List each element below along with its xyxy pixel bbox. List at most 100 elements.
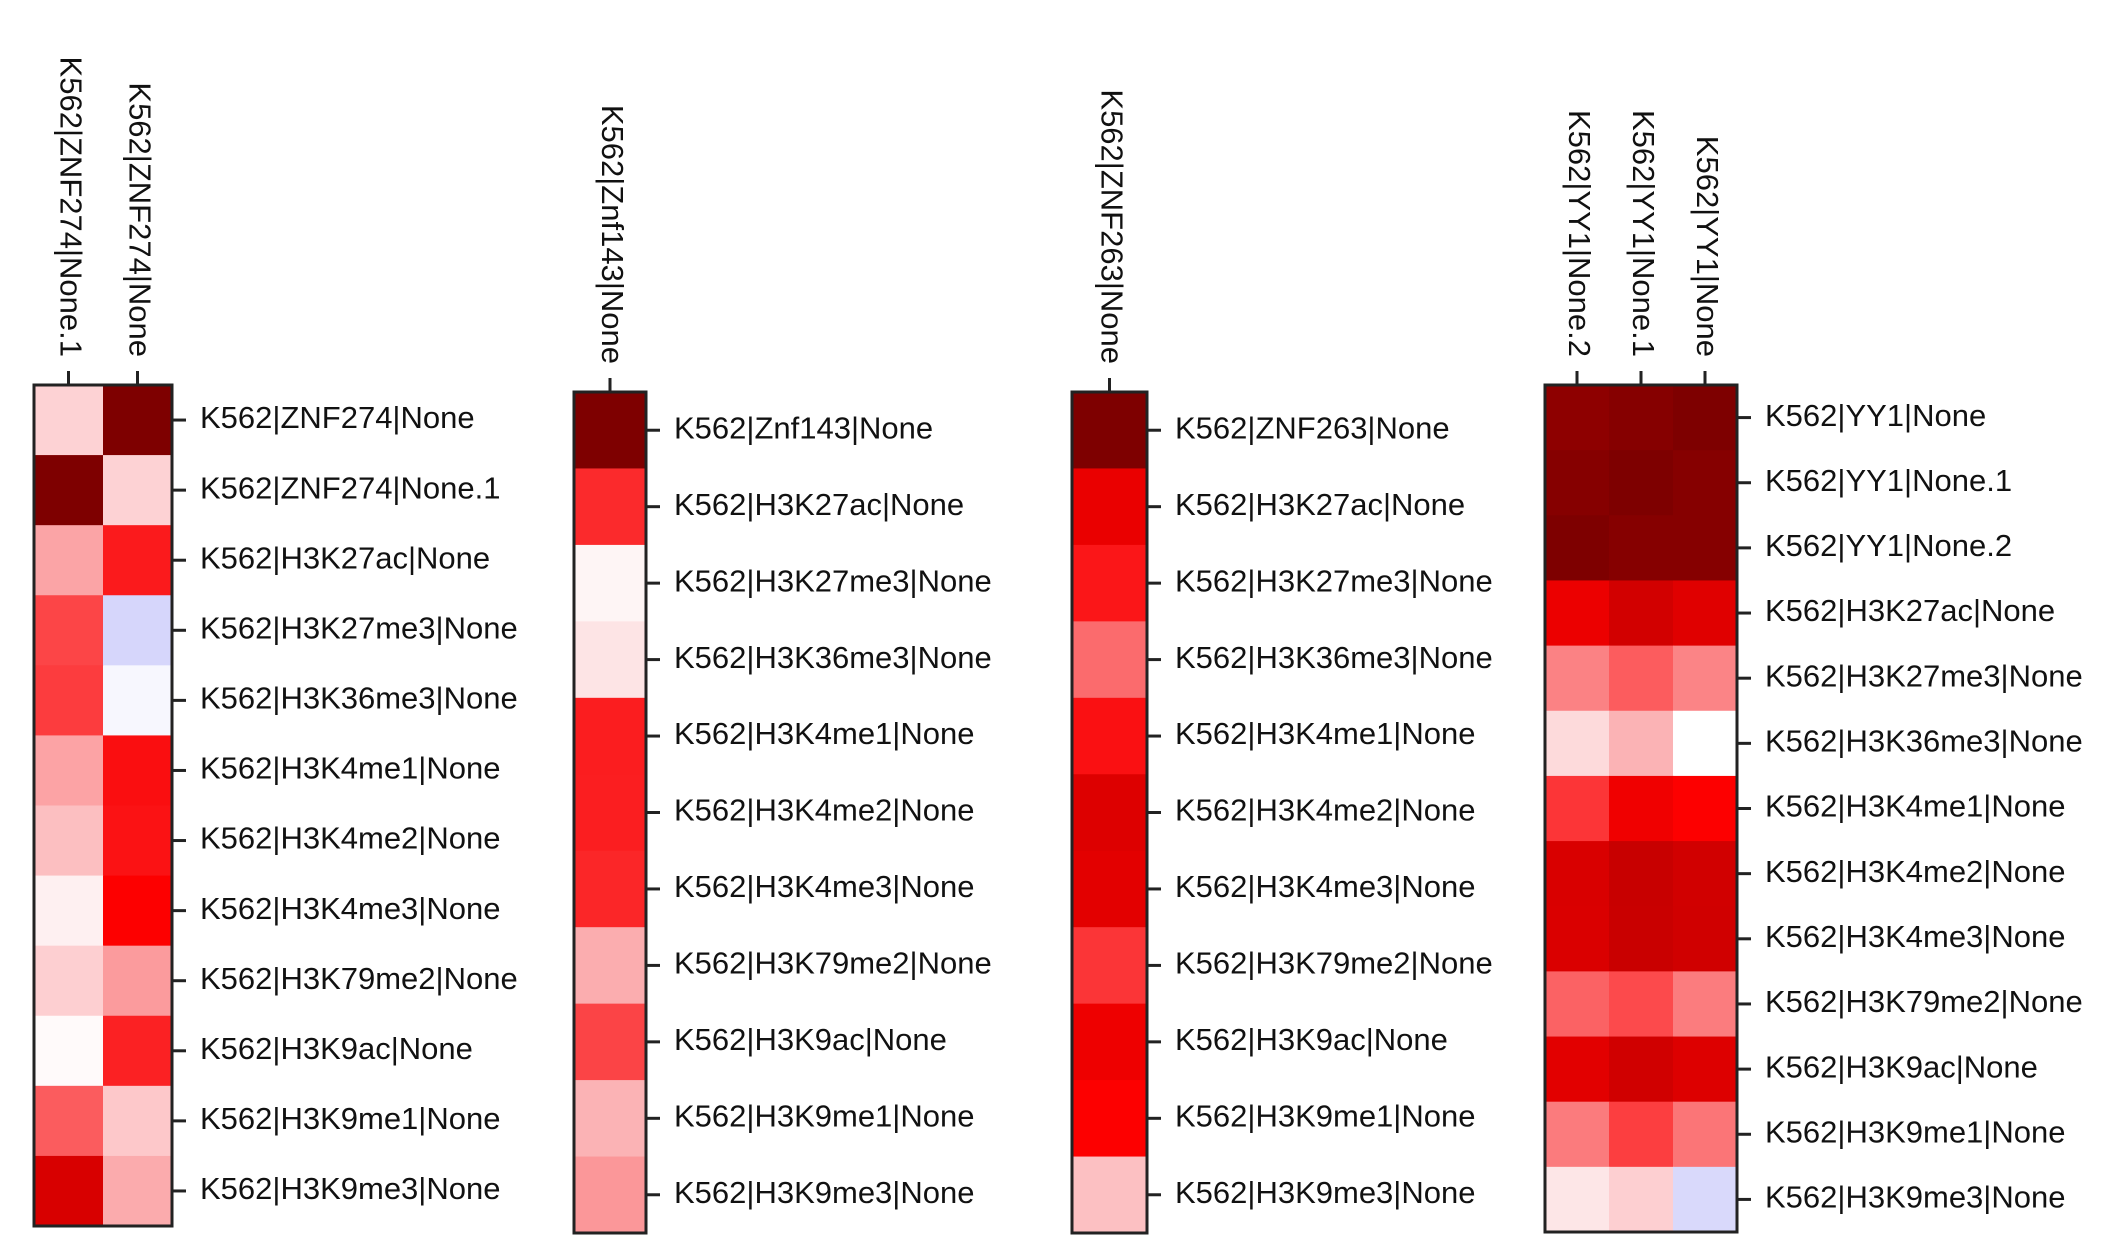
row-label: K562|H3K9ac|None bbox=[674, 1022, 947, 1057]
heatmap-cell bbox=[574, 392, 647, 470]
heatmap-cell bbox=[1609, 385, 1674, 451]
row-label: K562|H3K4me3|None bbox=[674, 869, 974, 904]
row-label: K562|H3K79me2|None bbox=[674, 946, 992, 981]
heatmap-cell bbox=[103, 1015, 173, 1087]
heatmap-cell bbox=[103, 455, 173, 526]
heatmap-cell bbox=[1673, 385, 1738, 451]
row-label: K562|H3K27ac|None bbox=[1765, 593, 2055, 628]
heatmap-cell bbox=[1545, 1036, 1610, 1103]
row-label: K562|H3K9me3|None bbox=[674, 1175, 974, 1210]
heatmap-cell bbox=[1609, 580, 1674, 647]
heatmap-cell bbox=[1545, 1101, 1610, 1168]
row-label: K562|H3K9me1|None bbox=[674, 1099, 974, 1134]
heatmap-cell bbox=[34, 665, 104, 737]
row-label: K562|H3K27me3|None bbox=[1765, 658, 2083, 693]
heatmap-panel-4: K562|YY1|None K562|YY1|None.1 K562|YY1|Non… bbox=[1543, 110, 2083, 1234]
heatmap-cell bbox=[1673, 775, 1738, 842]
heatmap-cell bbox=[1545, 906, 1610, 972]
heatmap-cell bbox=[1072, 468, 1148, 546]
column-label: K562|YY1|None bbox=[1690, 136, 1725, 357]
heatmap-cell bbox=[34, 525, 104, 596]
heatmap-cell bbox=[1545, 385, 1610, 451]
row-label: K562|H3K79me2|None bbox=[1765, 984, 2083, 1019]
heatmap-cell bbox=[34, 945, 104, 1017]
heatmap-cell bbox=[103, 595, 173, 666]
heatmap-cell bbox=[103, 945, 173, 1017]
heatmap-cell bbox=[574, 1080, 647, 1158]
heatmap-cell bbox=[1545, 515, 1610, 582]
heatmap-cell bbox=[1673, 645, 1738, 712]
heatmap-cell bbox=[1072, 927, 1148, 1005]
heatmap-cell bbox=[1072, 697, 1148, 775]
heatmap-cell bbox=[1609, 645, 1674, 712]
heatmap-cell bbox=[34, 875, 104, 947]
row-label: K562|H3K9me1|None bbox=[1765, 1114, 2065, 1149]
heatmap-cell bbox=[34, 805, 104, 877]
row-label: K562|H3K4me2|None bbox=[674, 793, 974, 828]
heatmap-cell bbox=[34, 455, 104, 526]
heatmap-cell bbox=[1609, 710, 1674, 777]
heatmap-cell bbox=[1072, 1080, 1148, 1158]
heatmap-cell bbox=[1545, 710, 1610, 777]
heatmap-cell bbox=[1673, 906, 1738, 972]
heatmap-cell bbox=[1072, 392, 1148, 470]
heatmap-cell bbox=[574, 774, 647, 852]
row-label: K562|H3K9ac|None bbox=[200, 1031, 473, 1066]
heatmap-cell bbox=[1673, 580, 1738, 647]
heatmap-cell bbox=[1609, 1036, 1674, 1103]
heatmap-cell bbox=[34, 595, 104, 666]
heatmap-panel-2: K562|Znf143|None K562|H3K27ac|None K562|H3… bbox=[572, 105, 992, 1235]
row-label: K562|H3K9me3|None bbox=[1175, 1175, 1475, 1210]
row-label: K562|H3K9ac|None bbox=[1175, 1022, 1448, 1057]
heatmap-cell bbox=[1673, 1101, 1738, 1168]
heatmap-cell bbox=[103, 1085, 173, 1157]
heatmap-cell bbox=[103, 665, 173, 737]
row-label: K562|YY1|None bbox=[1765, 398, 1986, 433]
row-label: K562|H3K4me3|None bbox=[200, 891, 500, 926]
row-label: K562|H3K4me2|None bbox=[200, 821, 500, 856]
row-label: K562|ZNF274|None.1 bbox=[200, 470, 500, 505]
row-label: K562|H3K36me3|None bbox=[200, 681, 518, 716]
heatmap-cell bbox=[103, 525, 173, 596]
row-label: K562|H3K9me1|None bbox=[200, 1101, 500, 1136]
column-label: K562|ZNF274|None.1 bbox=[53, 57, 88, 357]
row-label: K562|Znf143|None bbox=[674, 410, 933, 445]
heatmap-cell bbox=[574, 1003, 647, 1081]
row-label: K562|H3K27ac|None bbox=[1175, 487, 1465, 522]
row-label: K562|H3K36me3|None bbox=[1175, 640, 1493, 675]
row-label: K562|H3K4me1|None bbox=[1765, 789, 2065, 824]
heatmap-cell bbox=[1072, 774, 1148, 852]
heatmap-cell bbox=[103, 805, 173, 877]
heatmap-cell bbox=[1673, 515, 1738, 582]
heatmap-cell bbox=[1609, 906, 1674, 972]
row-label: K562|H3K4me1|None bbox=[1175, 716, 1475, 751]
heatmap-cell bbox=[103, 735, 173, 807]
heatmap-cell bbox=[34, 735, 104, 807]
heatmap-cell bbox=[1609, 1166, 1674, 1233]
heatmap-cell bbox=[103, 875, 173, 947]
heatmap-cell bbox=[1545, 775, 1610, 842]
heatmap-cell bbox=[574, 621, 647, 699]
heatmap-cell bbox=[1609, 775, 1674, 842]
heatmap-cell bbox=[574, 1156, 647, 1234]
column-label: K562|YY1|None.2 bbox=[1562, 110, 1597, 357]
heatmap-cell bbox=[1545, 645, 1610, 712]
heatmap-cell bbox=[1673, 841, 1738, 907]
heatmap-cell bbox=[1673, 1166, 1738, 1233]
row-label: K562|H3K9me1|None bbox=[1175, 1099, 1475, 1134]
heatmap-cell bbox=[34, 1015, 104, 1087]
heatmap-cell bbox=[34, 385, 104, 456]
heatmap-cell bbox=[1072, 1156, 1148, 1234]
heatmap-cell bbox=[574, 850, 647, 928]
heatmap-cell bbox=[1545, 971, 1610, 1038]
row-label: K562|H3K4me2|None bbox=[1765, 854, 2065, 889]
heatmap-cell bbox=[1609, 515, 1674, 582]
heatmap-cell bbox=[1609, 841, 1674, 907]
heatmap-panel-3: K562|ZNF263|None K562|H3K27ac|None K562|H3… bbox=[1070, 89, 1493, 1235]
row-label: K562|H3K4me3|None bbox=[1175, 869, 1475, 904]
heatmap-cell bbox=[103, 385, 173, 456]
heatmap-cell bbox=[574, 544, 647, 622]
heatmap-cell bbox=[1545, 450, 1610, 516]
heatmap-cell bbox=[574, 697, 647, 775]
